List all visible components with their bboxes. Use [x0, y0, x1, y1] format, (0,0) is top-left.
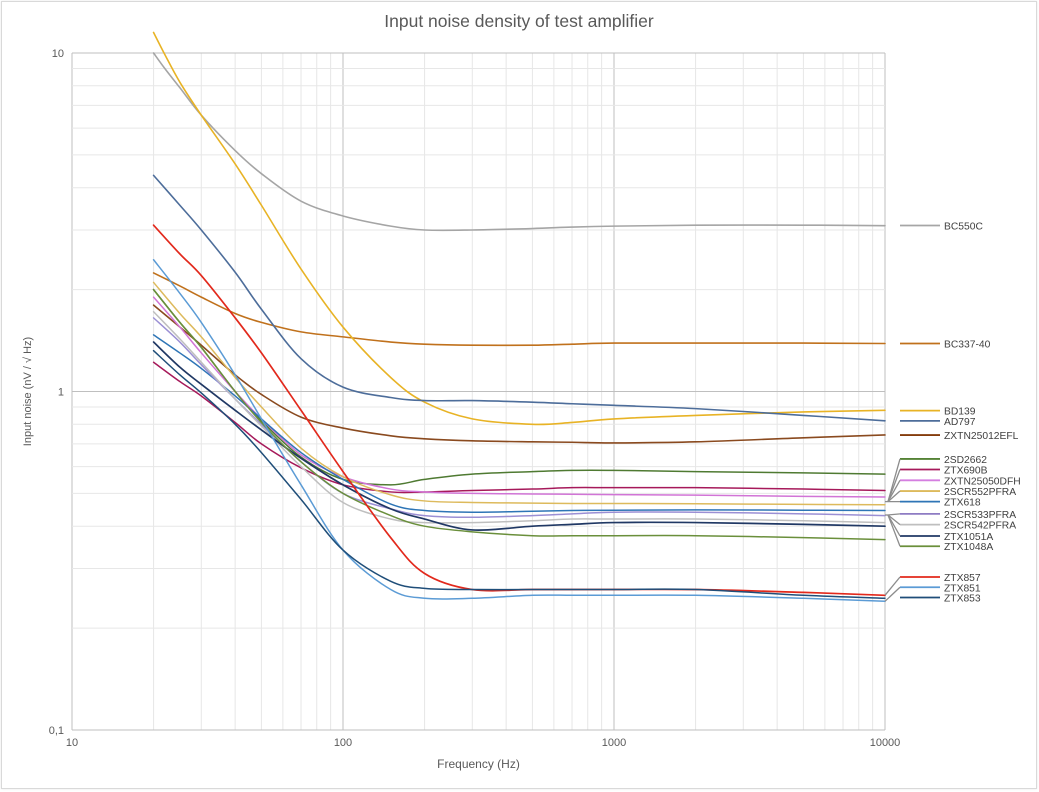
svg-text:ZXTN25050DFH: ZXTN25050DFH [944, 476, 1021, 487]
svg-text:ZTX690B: ZTX690B [944, 466, 988, 477]
svg-text:2SCR542PFRA: 2SCR542PFRA [944, 521, 1016, 532]
svg-text:Input noise (nV / √ Hz): Input noise (nV / √ Hz) [22, 337, 34, 446]
svg-text:10: 10 [66, 737, 78, 749]
svg-text:AD797: AD797 [944, 417, 976, 428]
svg-text:ZTX618: ZTX618 [944, 498, 981, 509]
svg-text:1: 1 [58, 387, 64, 399]
svg-text:BC550C: BC550C [944, 222, 983, 233]
svg-text:1000: 1000 [602, 737, 626, 749]
svg-text:100: 100 [334, 737, 352, 749]
svg-text:ZTX1048A: ZTX1048A [944, 542, 993, 553]
svg-text:10: 10 [52, 48, 64, 60]
svg-text:ZXTN25012EFL: ZXTN25012EFL [944, 431, 1019, 442]
svg-text:10000: 10000 [870, 737, 901, 749]
svg-text:ZTX853: ZTX853 [944, 594, 981, 605]
svg-text:2SCR552PFRA: 2SCR552PFRA [944, 487, 1016, 498]
svg-text:2SCR533PFRA: 2SCR533PFRA [944, 510, 1016, 521]
svg-text:0,1: 0,1 [49, 725, 64, 737]
svg-text:2SD2662: 2SD2662 [944, 455, 987, 466]
svg-text:Frequency (Hz): Frequency (Hz) [437, 757, 520, 771]
svg-text:BC337-40: BC337-40 [944, 340, 991, 351]
